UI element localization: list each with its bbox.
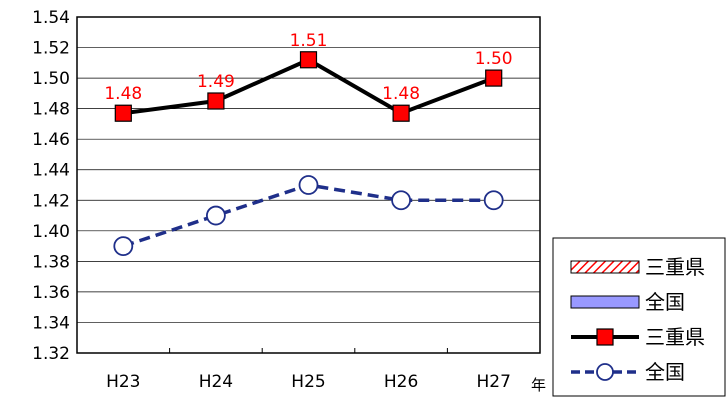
point-mie	[392, 104, 410, 122]
y-tick-label: 1.54	[32, 8, 70, 28]
legend-swatch-circle	[596, 363, 614, 381]
y-tick-label: 1.32	[32, 344, 70, 364]
legend-label: 全国	[645, 290, 685, 314]
data-label-mie: 1.50	[475, 49, 513, 69]
point-national	[205, 205, 226, 226]
y-tick-label: 1.50	[32, 69, 70, 89]
legend-label: 全国	[645, 360, 685, 384]
data-label-mie: 1.51	[290, 31, 328, 51]
x-axis-unit: 年	[531, 376, 546, 394]
point-national	[113, 236, 134, 256]
data-label-mie: 1.49	[197, 72, 235, 92]
legend-swatch-bar	[570, 295, 640, 309]
plot-area	[76, 16, 541, 354]
data-label-mie: 1.48	[104, 84, 142, 104]
data-label-mie: 1.48	[382, 84, 420, 104]
x-tick-label: H25	[291, 372, 325, 392]
series: 1.48 1.49 1.51 1.48 1.50	[104, 31, 513, 256]
legend-swatch-hatched	[570, 260, 640, 274]
y-tick-label: 1.52	[32, 39, 70, 59]
legend-label: 三重県	[645, 255, 705, 279]
point-national	[298, 175, 319, 195]
y-tick-label: 1.40	[32, 222, 70, 242]
gridlines	[77, 47, 540, 323]
x-tick-label: H27	[476, 372, 510, 392]
y-tick-label: 1.48	[32, 100, 70, 120]
y-tick-label: 1.36	[32, 283, 70, 303]
point-mie	[299, 51, 318, 69]
point-mie	[485, 69, 503, 87]
point-national	[391, 190, 412, 211]
legend-swatch-marker	[596, 328, 614, 346]
y-tick-label: 1.38	[32, 252, 70, 272]
y-axis: 1.32 1.34 1.36 1.38 1.40 1.42 1.44 1.46 1.48 1.50…	[32, 8, 70, 364]
y-tick-label: 1.34	[32, 313, 70, 333]
legend-label: 三重県	[645, 325, 705, 349]
y-tick-label: 1.44	[32, 161, 70, 181]
point-mie	[207, 92, 225, 110]
point-mie	[114, 104, 132, 122]
x-tick-label: H24	[199, 372, 233, 392]
y-tick-label: 1.46	[32, 130, 70, 150]
x-tick-label: H23	[106, 372, 140, 392]
y-tick-label: 1.42	[32, 191, 70, 211]
point-national	[483, 190, 504, 211]
x-axis: H23 H24 H25 H26 H27	[106, 348, 511, 392]
x-tick-label: H26	[384, 372, 418, 392]
